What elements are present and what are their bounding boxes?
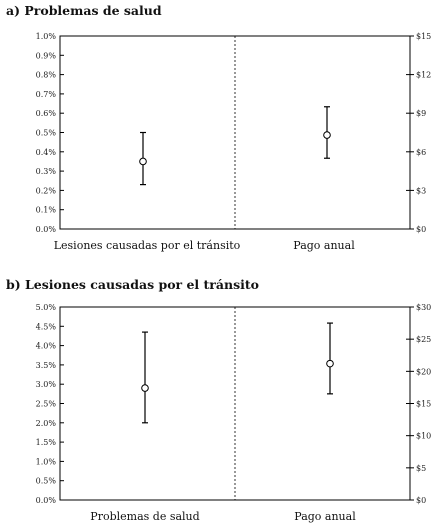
panel-b-left-tick-label-2: 1.0% xyxy=(36,457,57,466)
panel-a-right-tick-label-1: $3 xyxy=(416,186,426,195)
panel-b-point-2 xyxy=(326,359,334,368)
panel-a-left-tick-label-4: 0.4% xyxy=(36,148,57,157)
panel-a: a) Problemas de salud 0.0%0.1%0.2%0.3%0.… xyxy=(6,3,431,252)
panel-b-category-label-1: Problemas de salud xyxy=(90,510,199,523)
panel-a-right-ticks: $0 $3 $6 $9 $12 $15 xyxy=(406,32,431,234)
panel-b-right-ticks: $0 $5 $10 $15 $20 $25 $30 xyxy=(406,303,431,505)
panel-b-left-tick-label-6: 3.0% xyxy=(36,380,57,389)
panel-b-point-1 xyxy=(141,384,149,392)
panel-a-left-tick-label-6: 0.6% xyxy=(36,109,57,118)
panel-b-left-tick-label-5: 2.5% xyxy=(36,400,57,409)
panel-a-left-tick-label-8: 0.8% xyxy=(36,71,57,80)
panel-a-left-tick-label-0: 0.0% xyxy=(36,225,57,234)
panel-b-left-tick-label-3: 1.5% xyxy=(36,438,57,447)
panel-a-left-tick-label-9: 0.9% xyxy=(36,51,57,60)
panel-a-left-tick-label-7: 0.7% xyxy=(36,90,57,99)
panel-b-marks xyxy=(141,322,334,424)
panel-b-right-tick-label-2: $10 xyxy=(416,432,431,441)
panel-a-point-1 xyxy=(139,157,147,166)
panel-b-left-tick-label-0: 0.0% xyxy=(36,496,57,505)
panel-a-right-tick-label-5: $15 xyxy=(416,32,431,41)
panel-b-left-tick-label-9: 4.5% xyxy=(36,322,57,331)
panel-b-right-tick-label-0: $0 xyxy=(416,496,426,505)
panel-b-right-tick-label-5: $25 xyxy=(416,335,431,344)
panel-a-category-label-2: Pago anual xyxy=(293,239,355,252)
panel-b-title: b) Lesiones causadas por el tránsito xyxy=(6,277,259,292)
panel-a-right-tick-label-4: $12 xyxy=(416,71,431,80)
panel-a-right-tick-label-3: $9 xyxy=(416,109,426,118)
panel-a-right-tick-label-2: $6 xyxy=(416,148,426,157)
panel-a-right-tick-label-0: $0 xyxy=(416,225,426,234)
panel-b-right-tick-label-1: $5 xyxy=(416,464,426,473)
panel-b-left-ticks: 0.0% 0.5% 1.0% 1.5% 2.0% 2.5% 3.0% 3.5% 4.0% 4.5%… xyxy=(36,303,64,505)
panel-a-marks xyxy=(139,106,331,186)
panel-a-left-tick-label-2: 0.2% xyxy=(36,186,57,195)
panel-b-left-tick-label-8: 4.0% xyxy=(36,342,57,351)
panel-b-left-tick-label-4: 2.0% xyxy=(36,419,57,428)
panel-b-left-tick-label-1: 0.5% xyxy=(36,477,57,486)
panel-b-left-tick-label-7: 3.5% xyxy=(36,361,57,370)
panel-a-left-tick-label-3: 0.3% xyxy=(36,167,57,176)
panel-a-left-tick-label-1: 0.1% xyxy=(36,206,57,215)
panel-a-title: a) Problemas de salud xyxy=(6,3,162,18)
panel-b-category-label-2: Pago anual xyxy=(294,510,356,523)
panel-a-left-ticks: 0.0% 0.1% 0.2% 0.3% 0.4% 0.5% 0.6% 0.7% 0.8% 0.9%… xyxy=(36,32,64,234)
panel-a-left-tick-label-5: 0.5% xyxy=(36,129,57,138)
panel-a-point-2 xyxy=(323,131,331,139)
panel-a-category-label-1: Lesiones causadas por el tránsito xyxy=(54,239,241,252)
panel-b-right-tick-label-6: $30 xyxy=(416,303,431,312)
panel-a-left-tick-label-10: 1.0% xyxy=(36,32,57,41)
panel-b-right-tick-label-3: $15 xyxy=(416,400,431,409)
panel-b-left-tick-label-10: 5.0% xyxy=(36,303,57,312)
panel-b-right-tick-label-4: $20 xyxy=(416,367,431,376)
panel-b: b) Lesiones causadas por el tránsito 0.0… xyxy=(6,277,431,523)
